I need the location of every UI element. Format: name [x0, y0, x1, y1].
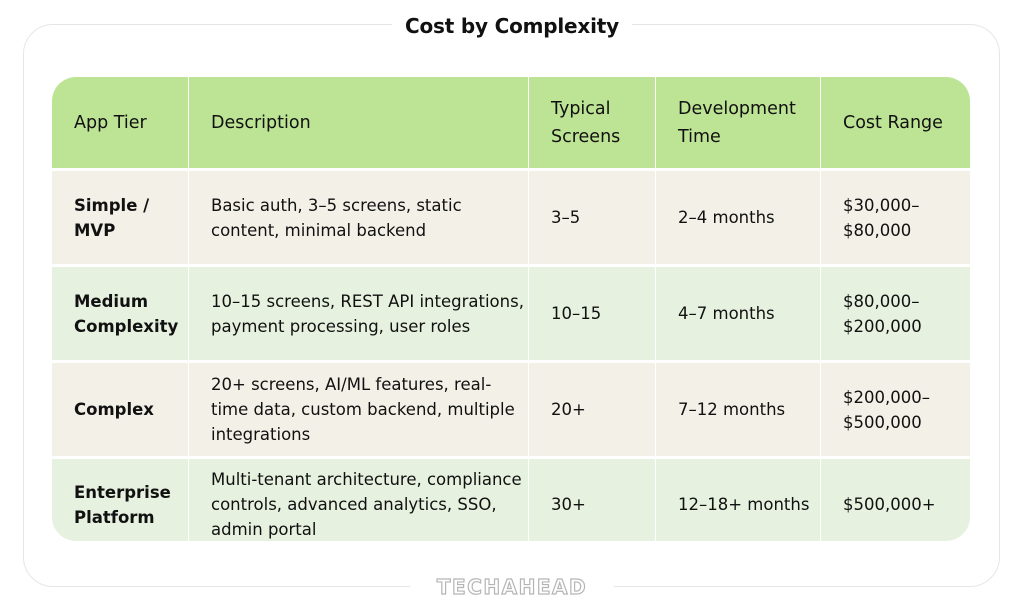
time-cell: 2–4 months: [655, 171, 820, 264]
table-row: Complex 20+ screens, AI/ML features, rea…: [52, 360, 970, 456]
header-app-tier: App Tier: [74, 112, 147, 133]
table-row: Medium Complexity 10–15 screens, REST AP…: [52, 264, 970, 360]
cost-cell: $200,000–$500,000: [820, 363, 970, 456]
header-description: Description: [188, 77, 528, 168]
page-title: Cost by Complexity: [392, 10, 632, 42]
screens-cell: 10–15: [528, 267, 655, 360]
tier-cell: Simple / MVP: [74, 195, 150, 240]
header-cost-range: Cost Range: [820, 77, 970, 168]
screens-cell: 20+: [528, 363, 655, 456]
table-row: Enterprise Platform Multi-tenant archite…: [52, 456, 970, 541]
header-development-time: Development Time: [655, 77, 820, 168]
brand-logo: TECHAHEAD: [410, 572, 614, 602]
cost-cell: $80,000–$200,000: [820, 267, 970, 360]
time-cell: 12–18+ months: [655, 459, 820, 541]
header-typical-screens: Typical Screens: [528, 77, 655, 168]
tier-cell: Enterprise Platform: [74, 482, 171, 527]
description-cell: Basic auth, 3–5 screens, static content,…: [188, 171, 528, 264]
cost-cell: $500,000+: [820, 459, 970, 541]
cost-table: App Tier Description Typical Screens Dev…: [52, 77, 970, 541]
screens-cell: 3–5: [528, 171, 655, 264]
description-cell: 10–15 screens, REST API integrations, pa…: [188, 267, 528, 360]
cost-cell: $30,000–$80,000: [820, 171, 970, 264]
table-row: Simple / MVP Basic auth, 3–5 screens, st…: [52, 168, 970, 264]
description-cell: Multi-tenant architecture, compliance co…: [188, 459, 528, 541]
screens-cell: 30+: [528, 459, 655, 541]
time-cell: 7–12 months: [655, 363, 820, 456]
tier-cell: Medium Complexity: [74, 291, 179, 336]
tier-cell: Complex: [74, 400, 154, 419]
table-header-row: App Tier Description Typical Screens Dev…: [52, 77, 970, 168]
time-cell: 4–7 months: [655, 267, 820, 360]
description-cell: 20+ screens, AI/ML features, real-time d…: [188, 363, 528, 456]
